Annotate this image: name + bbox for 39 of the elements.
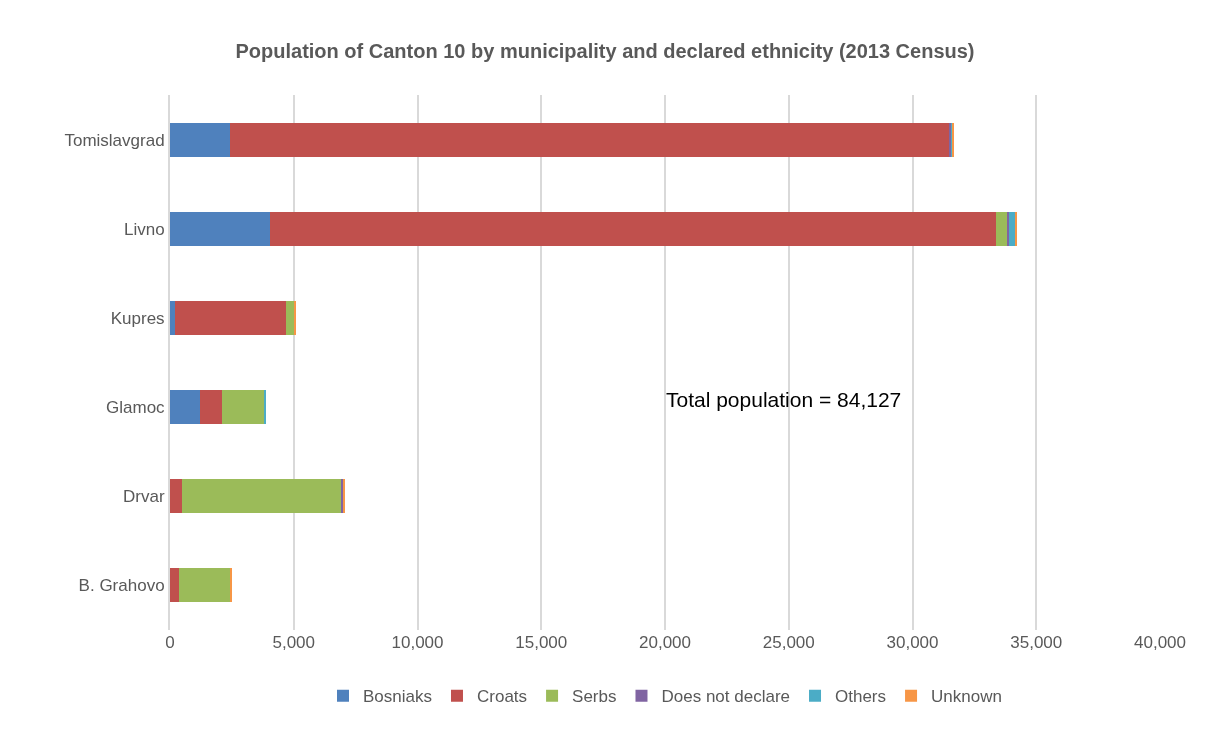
chart-title: Population of Canton 10 by municipality and declared ethnicity (2013 Census) bbox=[235, 40, 975, 63]
legend-label: Croats bbox=[476, 687, 528, 707]
x-tick-label: 25,000 bbox=[762, 633, 815, 652]
y-tick-label: B. Grahovo bbox=[78, 576, 165, 596]
bar bbox=[1015, 211, 1018, 246]
x-tick-label: 15,000 bbox=[515, 633, 568, 652]
x-tick-label: 35,000 bbox=[1010, 633, 1063, 652]
bar bbox=[269, 211, 996, 246]
bar bbox=[170, 479, 183, 514]
x-tick-label: 5,000 bbox=[272, 633, 316, 652]
legend-label: Unknown bbox=[931, 687, 1002, 707]
bar bbox=[995, 211, 1007, 246]
x-tick-label: 10,000 bbox=[391, 633, 444, 652]
bar bbox=[174, 300, 286, 335]
bar bbox=[170, 300, 175, 335]
legend-label: Does not declare bbox=[661, 687, 791, 707]
x-tick-label: 20,000 bbox=[639, 633, 691, 652]
legend-label: Serbs bbox=[572, 687, 617, 707]
annotation: Total population = 84,127 bbox=[666, 388, 902, 411]
bar bbox=[264, 390, 267, 425]
bar bbox=[170, 568, 179, 603]
y-tick-label: Kupres bbox=[110, 308, 165, 328]
x-tick-label: 0 bbox=[165, 633, 175, 652]
y-tick-label: Glamoc bbox=[106, 398, 166, 418]
bar bbox=[182, 479, 342, 514]
bar bbox=[170, 211, 270, 246]
bar bbox=[170, 390, 200, 425]
bar bbox=[199, 390, 223, 425]
y-tick-label: Drvar bbox=[123, 487, 165, 507]
legend-label: Bosniaks bbox=[363, 687, 432, 707]
x-tick-label: 40,000 bbox=[1134, 633, 1186, 652]
y-tick-label: Livno bbox=[123, 219, 165, 239]
legend-label: Others bbox=[835, 687, 887, 707]
bar bbox=[178, 568, 231, 603]
bar bbox=[222, 390, 265, 425]
bar bbox=[229, 122, 950, 157]
x-tick-label: 30,000 bbox=[886, 633, 939, 652]
bar bbox=[170, 122, 230, 157]
y-tick-label: Tomislavgrad bbox=[64, 130, 165, 150]
